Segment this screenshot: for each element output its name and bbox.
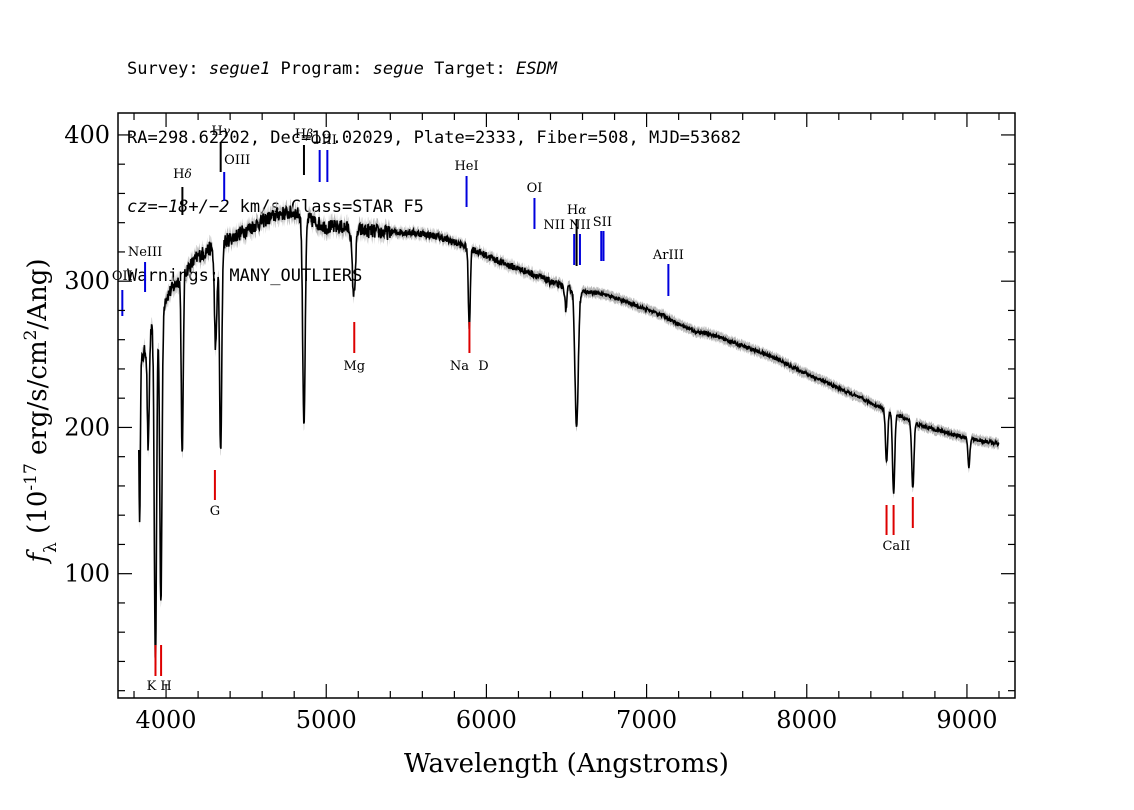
absorption-line-label: Mg [343,359,365,374]
x-tick-label: 8000 [776,706,837,734]
y-tick-label: 100 [64,560,110,588]
y-tick-label: 200 [64,413,110,441]
plot-frame [117,112,1016,699]
y-tick-label: 300 [64,267,110,295]
header-line-warnings: Warnings: MANY_OUTLIERS [127,266,363,286]
x-tick-label: 6000 [456,706,517,734]
x-tick-label: 4000 [136,706,197,734]
absorption-line-label: G [210,504,220,519]
absorption-line-label: K [147,679,157,694]
emission-line-label: OIII [311,133,337,148]
program-label: Program: [270,59,373,79]
balmer-line-label: Hδ [173,167,192,182]
emission-line-label: NeIII [128,245,162,260]
spectrum-header: Survey: segue1 Program: segue Target: ES… [127,12,741,311]
emission-line-label: ArIII [652,248,684,263]
spectrum-line [138,204,1000,666]
header-line-survey: Survey: segue1 Program: segue Target: ES… [127,58,741,81]
error-band-layer [138,198,1000,673]
absorption-line-label: CaII [882,539,910,554]
spectrum-layer [138,204,1000,666]
y-tick-label: 400 [64,121,110,149]
emission-line-label: OIII [224,153,250,168]
cz-value: cz=−18+/−2 [127,197,230,217]
balmer-line-label: Hγ [211,124,230,139]
x-tick-label: 5000 [296,706,357,734]
x-axis-title: Wavelength (Angstroms) [404,749,729,779]
target-label: Target: [423,59,516,79]
absorption-line-label: D [478,359,488,374]
error-band [138,198,1000,673]
emission-line-label: NII [569,218,591,233]
ticks-layer: 4000 5000 6000 7000 8000 9000 100 200 300 400 [64,113,1015,734]
x-tick-label: 7000 [616,706,677,734]
balmer-line-label: Hβ [295,127,313,142]
absorption-line-label: Na [450,359,469,374]
x-tick-label: 9000 [936,706,997,734]
emission-line-label: OI [527,181,543,196]
survey-label: Survey: [127,59,209,79]
program-value: segue [372,59,424,79]
target-value: ESDM [515,59,557,79]
y-axis-title: fλ (10-17 erg/s/cm2/Ang) [21,258,61,564]
balmer-line-label: Hα [567,203,586,218]
emission-line-label: HeI [454,159,478,174]
header-line-coordinates: RA=298.62202, Dec=19.02029, Plate=2333, … [127,128,742,148]
emission-line-label: SII [593,215,612,230]
emission-line-label: NII [543,218,565,233]
survey-value: segue1 [208,59,271,79]
emission-line-label: OII [112,269,133,284]
y-axis-label-text: fλ (10-17 erg/s/cm2/Ang) [21,258,61,564]
